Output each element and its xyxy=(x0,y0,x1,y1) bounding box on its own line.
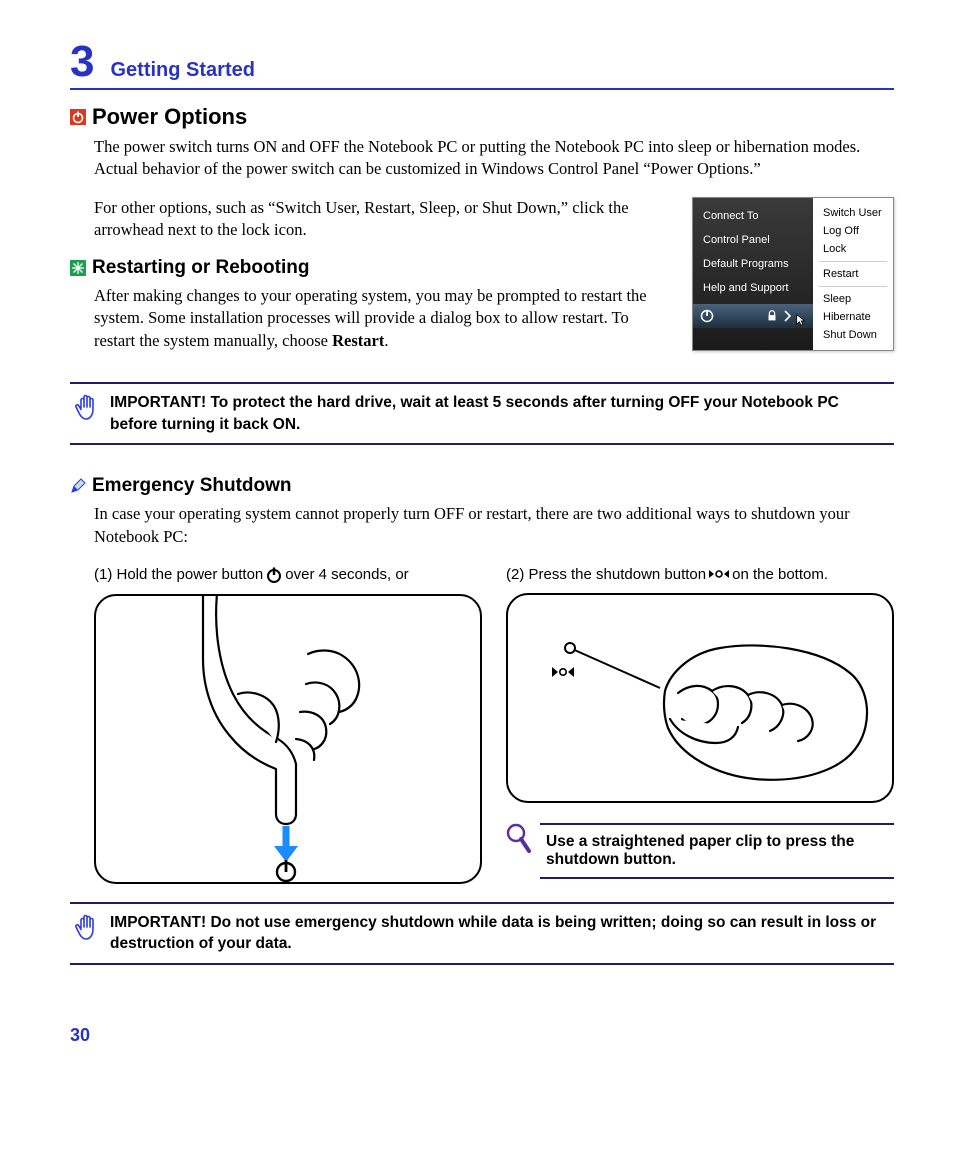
option-1-pre: (1) Hold the power button xyxy=(94,566,263,583)
menu-power-bar xyxy=(693,304,813,328)
shutdown-pinhole-icon xyxy=(708,568,730,580)
tip-text: Use a straightened paper clip to press t… xyxy=(540,823,894,879)
option-2: (2) Press the shutdown button on the bot… xyxy=(506,566,894,884)
restart-icon xyxy=(70,260,86,276)
subsection-restart-title: Restarting or Rebooting xyxy=(92,257,309,279)
chapter-title: Getting Started xyxy=(110,59,254,88)
subsection-restart-header: Restarting or Rebooting xyxy=(70,257,680,279)
section-power-title: Power Options xyxy=(92,104,247,130)
power-icon xyxy=(70,109,86,125)
subsection-emergency-header: Emergency Shutdown xyxy=(70,475,894,497)
menu-left-item: Default Programs xyxy=(693,252,813,276)
manual-page: 3 Getting Started Power Options The powe… xyxy=(0,0,954,1076)
menu-left-pane: Connect To Control Panel Default Program… xyxy=(693,198,813,350)
emergency-para: In case your operating system cannot pro… xyxy=(94,503,894,548)
subsection-emergency-title: Emergency Shutdown xyxy=(92,475,292,497)
menu-right-pane: Switch User Log Off Lock Restart Sleep H… xyxy=(813,198,893,350)
hand-stop-icon xyxy=(74,912,102,946)
power-symbol-icon xyxy=(265,566,283,584)
restart-para-post: . xyxy=(384,331,388,350)
menu-right-item: Restart xyxy=(813,265,893,283)
chevron-right-icon xyxy=(783,309,793,323)
option-2-caption: (2) Press the shutdown button on the bot… xyxy=(506,566,894,583)
option-1: (1) Hold the power button over 4 seconds… xyxy=(94,566,482,884)
option-1-post: over 4 seconds, or xyxy=(285,566,408,583)
menu-right-item: Shut Down xyxy=(813,326,893,344)
important-callout-1: IMPORTANT! To protect the hard drive, wa… xyxy=(70,382,894,445)
hand-stop-icon xyxy=(74,392,102,426)
menu-right-item: Hibernate xyxy=(813,308,893,326)
menu-right-item: Sleep xyxy=(813,290,893,308)
tip-callout: Use a straightened paper clip to press t… xyxy=(506,823,894,879)
menu-right-item: Log Off xyxy=(813,222,893,240)
menu-right-item: Lock xyxy=(813,240,893,258)
page-number: 30 xyxy=(70,1025,894,1046)
menu-left-item: Control Panel xyxy=(693,228,813,252)
option-2-post: on the bottom. xyxy=(732,566,828,583)
illustration-pinhole xyxy=(506,593,894,803)
restart-para-bold: Restart xyxy=(332,331,384,350)
cursor-icon xyxy=(795,313,809,327)
pencil-icon xyxy=(70,478,86,494)
important-text-1: IMPORTANT! To protect the hard drive, wa… xyxy=(110,392,890,435)
option-1-caption: (1) Hold the power button over 4 seconds… xyxy=(94,566,482,584)
emergency-options: (1) Hold the power button over 4 seconds… xyxy=(94,566,894,884)
menu-left-item: Connect To xyxy=(693,204,813,228)
option-2-pre: (2) Press the shutdown button xyxy=(506,566,706,583)
important-callout-2: IMPORTANT! Do not use emergency shutdown… xyxy=(70,902,894,965)
restart-para: After making changes to your operating s… xyxy=(94,285,674,352)
important-text-2: IMPORTANT! Do not use emergency shutdown… xyxy=(110,912,890,955)
illustration-power-hold xyxy=(94,594,482,884)
start-menu-screenshot: Connect To Control Panel Default Program… xyxy=(692,197,894,351)
power-glyph-icon xyxy=(699,308,715,324)
power-para1: The power switch turns ON and OFF the No… xyxy=(94,136,894,181)
magnifier-icon xyxy=(506,823,532,860)
section-power-header: Power Options xyxy=(70,104,894,130)
chapter-header: 3 Getting Started xyxy=(70,40,894,90)
lock-glyph-icon xyxy=(765,309,779,323)
menu-left-item: Help and Support xyxy=(693,276,813,300)
menu-right-item: Switch User xyxy=(813,204,893,222)
power-para2: For other options, such as “Switch User,… xyxy=(94,197,674,242)
chapter-number: 3 xyxy=(70,40,94,84)
